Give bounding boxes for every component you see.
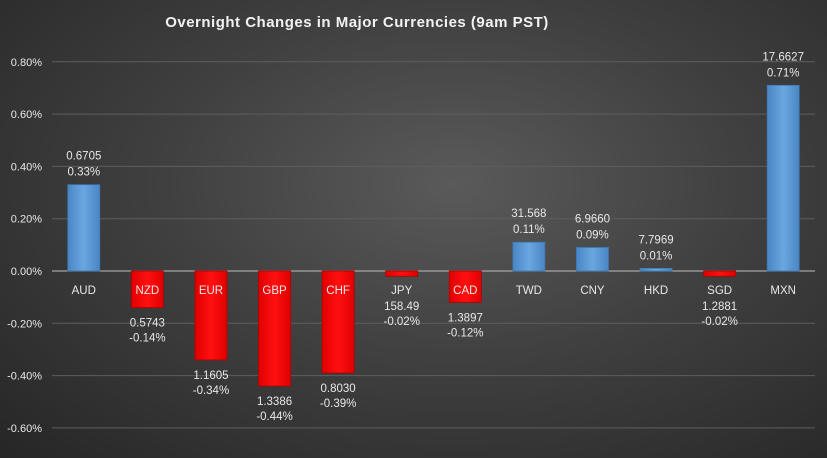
x-tick-label: HKD xyxy=(644,285,668,297)
x-tick-label: TWD xyxy=(516,285,542,297)
data-label: -0.02% xyxy=(701,316,737,328)
bar-aud xyxy=(67,184,101,272)
data-label: 0.11% xyxy=(513,224,545,236)
bar-cad xyxy=(448,270,482,303)
bar-hkd xyxy=(639,267,673,272)
rate-label: 0.5743 xyxy=(130,318,165,330)
x-tick-label: CHF xyxy=(326,285,350,297)
x-tick-label: MXN xyxy=(770,285,796,297)
rate-label: 1.1605 xyxy=(193,370,228,382)
rate-label: 17.6627 xyxy=(762,51,804,63)
rate-label: 1.3897 xyxy=(448,312,483,324)
data-label: -0.34% xyxy=(193,385,229,397)
x-tick-label: AUD xyxy=(72,285,96,297)
bar-nzd xyxy=(130,270,164,309)
y-tick-label: 0.20% xyxy=(11,214,42,226)
bar-cny xyxy=(576,247,609,272)
x-tick-label: CAD xyxy=(453,285,477,297)
data-label: -0.14% xyxy=(129,333,165,345)
y-tick-label: 0.40% xyxy=(11,161,42,173)
y-tick-label: 0.00% xyxy=(11,266,42,278)
rate-label: 1.3386 xyxy=(257,396,292,408)
data-label: 0.71% xyxy=(767,67,800,79)
y-tick-label: -0.60% xyxy=(7,423,42,435)
rate-label: 7.7969 xyxy=(638,234,673,246)
bar-jpy xyxy=(385,270,419,277)
rate-label: 0.8030 xyxy=(321,383,356,395)
data-label: -0.44% xyxy=(256,411,292,423)
x-tick-label: GBP xyxy=(262,285,287,297)
data-label: -0.39% xyxy=(320,398,356,410)
bar-eur xyxy=(194,270,228,361)
rate-label: 31.568 xyxy=(511,208,546,220)
rate-label: 1.2881 xyxy=(702,301,737,313)
data-label: -0.02% xyxy=(383,316,419,328)
rate-label: 6.9660 xyxy=(575,213,610,225)
y-tick-label: -0.40% xyxy=(7,371,42,383)
bar-gbp xyxy=(258,270,291,387)
bar-twd xyxy=(512,241,546,272)
rate-label: 158.49 xyxy=(384,301,419,313)
x-tick-label: SGD xyxy=(707,285,732,297)
data-label: 0.33% xyxy=(67,167,100,179)
data-label: 0.09% xyxy=(576,229,609,241)
x-tick-label: JPY xyxy=(391,285,412,297)
x-tick-label: CNY xyxy=(580,285,605,297)
bar-sgd xyxy=(703,270,737,277)
y-tick-label: -0.20% xyxy=(7,318,42,330)
chart-title: Overnight Changes in Major Currencies (9… xyxy=(165,14,549,31)
y-tick-label: 0.60% xyxy=(11,109,42,121)
data-label: -0.12% xyxy=(447,327,483,339)
x-tick-label: NZD xyxy=(136,285,160,297)
bar-mxn xyxy=(766,84,800,272)
y-tick-label: 0.80% xyxy=(11,57,42,69)
rate-label: 0.6705 xyxy=(66,151,101,163)
x-tick-label: EUR xyxy=(199,285,223,297)
data-label: 0.01% xyxy=(640,250,673,262)
bar-chf xyxy=(321,270,355,374)
